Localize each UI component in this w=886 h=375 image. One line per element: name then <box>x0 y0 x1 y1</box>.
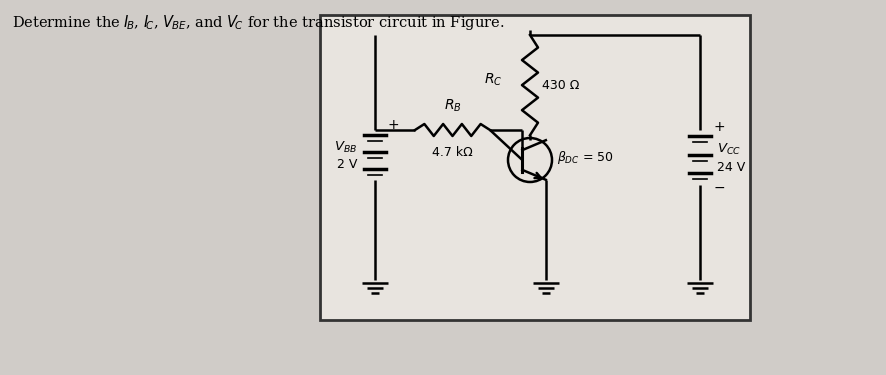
FancyBboxPatch shape <box>320 15 750 320</box>
Text: −: − <box>713 181 725 195</box>
Text: 4.7 kΩ: 4.7 kΩ <box>431 146 472 159</box>
Text: 24 V: 24 V <box>716 161 744 174</box>
Text: Determine the $I_{\!B}$, $I_{\!C}$, $V_{\!BE}$, and $V_{\!C}$ for the transistor: Determine the $I_{\!B}$, $I_{\!C}$, $V_{… <box>12 13 504 32</box>
Text: 430 Ω: 430 Ω <box>541 79 579 92</box>
Text: $\beta_{DC}$ = 50: $\beta_{DC}$ = 50 <box>556 150 613 166</box>
Text: $V_{CC}$: $V_{CC}$ <box>716 142 740 157</box>
Text: $R_C$: $R_C$ <box>483 72 501 88</box>
Text: 2 V: 2 V <box>337 159 356 171</box>
Text: $V_{BB}$: $V_{BB}$ <box>333 140 356 154</box>
Text: +: + <box>387 118 400 132</box>
Text: +: + <box>713 120 725 134</box>
Text: $R_B$: $R_B$ <box>443 98 461 114</box>
